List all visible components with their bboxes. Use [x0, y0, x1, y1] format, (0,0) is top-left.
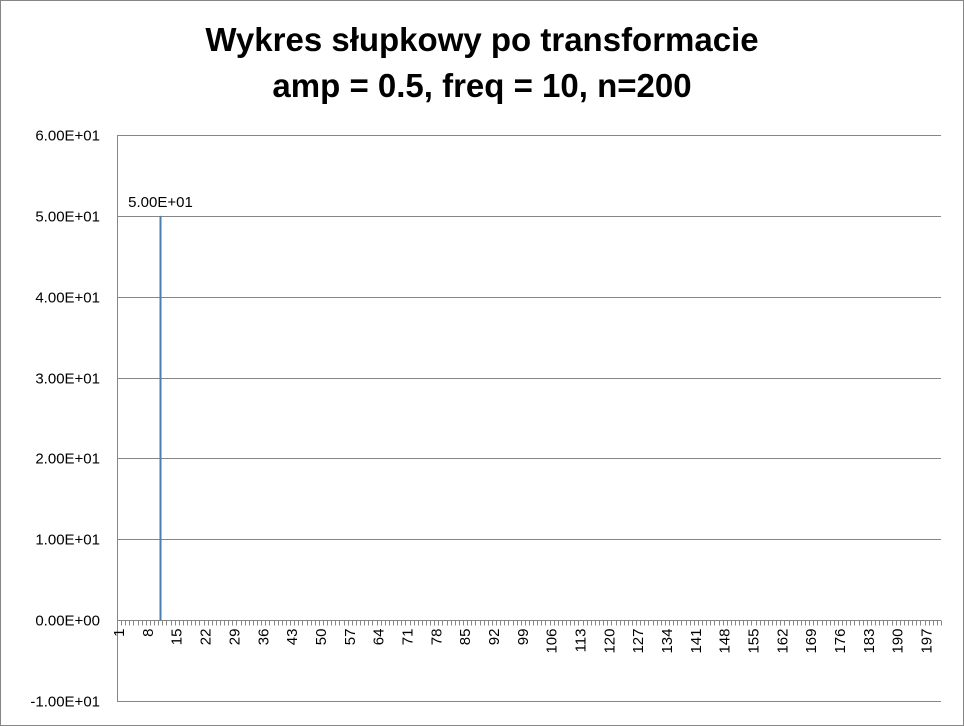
x-tick-label: 36	[255, 629, 272, 646]
x-tick-label: 50	[313, 629, 330, 646]
y-tick-label: 1.00E+01	[35, 532, 100, 549]
x-tick-label: 169	[803, 629, 820, 654]
x-tick-label: 1	[111, 629, 128, 637]
x-tick-label: 148	[717, 629, 734, 654]
x-tick-label: 92	[486, 629, 503, 646]
chart-title-line-1: Wykres słupkowy po transformacie	[205, 21, 759, 58]
x-tick-label: 120	[601, 629, 618, 654]
gridlines	[117, 135, 941, 702]
x-tick-label: 29	[226, 629, 243, 646]
y-tick-label: 6.00E+01	[35, 128, 100, 145]
x-tick-label: 22	[198, 629, 215, 646]
chart-title-line-2: amp = 0.5, freq = 10, n=200	[272, 67, 692, 104]
y-tick-label: 3.00E+01	[35, 371, 100, 388]
x-tick-label: 106	[544, 629, 561, 654]
x-tick-label: 162	[774, 629, 791, 654]
x-tick-label: 197	[919, 629, 936, 654]
x-tick-label: 57	[342, 629, 359, 646]
x-axis: 1 8 15 22 29 36 43 50 57 64 71 78 85 92 99 106 113 120 127…	[111, 620, 942, 654]
x-tick-label: 64	[371, 629, 388, 646]
x-tick-label: 113	[573, 629, 590, 653]
x-tick-label: 15	[169, 629, 186, 646]
x-tick-label: 190	[890, 629, 907, 654]
x-tick-label: 176	[832, 629, 849, 654]
y-tick-label: 4.00E+01	[35, 290, 100, 307]
y-axis: 6.00E+01 5.00E+01 4.00E+01 3.00E+01 2.00E+01…	[30, 128, 118, 711]
chart-title: Wykres słupkowy po transformacie amp = 0…	[1, 17, 963, 109]
y-tick-label: 0.00E+00	[35, 613, 100, 630]
x-tick-label: 183	[861, 629, 878, 654]
data-label: 5.00E+01	[128, 194, 193, 211]
y-tick-label: -1.00E+01	[30, 694, 100, 711]
x-tick-label: 85	[457, 629, 474, 646]
y-tick-label: 2.00E+01	[35, 451, 100, 468]
data-labels: 5.00E+01	[128, 194, 193, 211]
x-tick-label: 99	[515, 629, 532, 646]
x-tick-label: 127	[630, 629, 647, 654]
x-tick-label: 141	[688, 629, 705, 654]
x-tick-label: 71	[399, 629, 416, 646]
x-tick-label: 8	[140, 629, 157, 637]
x-tick-label: 134	[659, 629, 676, 654]
y-tick-label: 5.00E+01	[35, 209, 100, 226]
x-tick-label: 78	[428, 629, 445, 646]
x-tick-label: 43	[284, 629, 301, 646]
x-tick-label: 155	[746, 629, 763, 654]
